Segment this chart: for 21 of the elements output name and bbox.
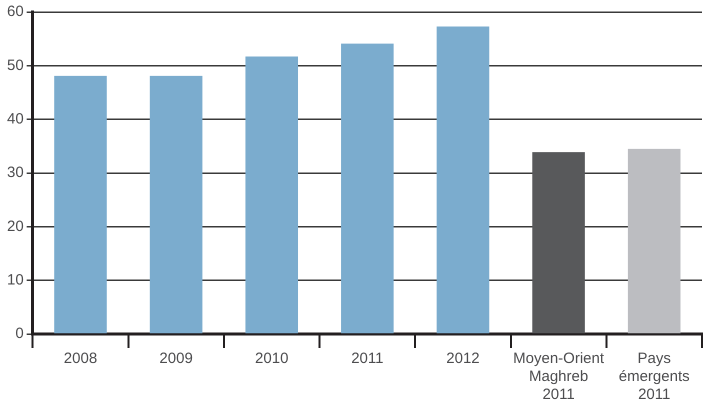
bar bbox=[628, 148, 680, 334]
x-tick-label: 2009 bbox=[159, 350, 193, 368]
x-tick-label: Pays émergents 2011 bbox=[618, 350, 690, 404]
x-tick-label: 2008 bbox=[64, 350, 98, 368]
x-tick-label: 2010 bbox=[255, 350, 288, 368]
y-tick-label: 50 bbox=[6, 56, 24, 74]
x-tick-label: 2011 bbox=[351, 350, 384, 368]
x-tick-label: 2012 bbox=[446, 350, 480, 368]
y-tick-label: 10 bbox=[6, 271, 24, 288]
y-tick-label: 0 bbox=[15, 325, 24, 342]
x-tick-label: Moyen-Orient Maghreb 2011 bbox=[513, 350, 605, 404]
y-tick-label: 30 bbox=[6, 164, 24, 182]
y-tick-label: 40 bbox=[6, 110, 24, 128]
bar bbox=[341, 44, 394, 334]
y-tick-label: 20 bbox=[6, 218, 24, 235]
bar bbox=[532, 152, 585, 334]
bar bbox=[54, 76, 107, 334]
bar bbox=[245, 56, 298, 334]
bar bbox=[150, 76, 202, 334]
y-tick-label: 60 bbox=[6, 3, 24, 20]
bar bbox=[436, 26, 490, 334]
